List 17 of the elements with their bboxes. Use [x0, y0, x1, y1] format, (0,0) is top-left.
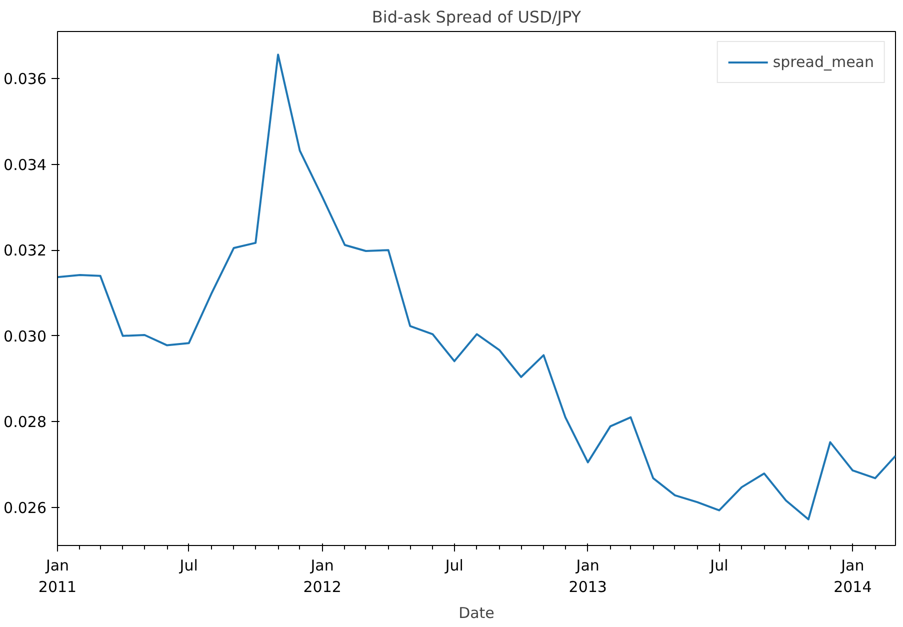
x-tick-label: Jul — [709, 556, 728, 574]
y-tick-label: 0.034 — [4, 156, 47, 174]
y-tick-label: 0.026 — [4, 498, 47, 517]
y-tick-label: 0.030 — [4, 327, 47, 346]
legend-label: spread_mean — [772, 53, 874, 71]
x-tick-label: Jan 2014 — [834, 556, 872, 596]
x-tick-label: Jan 2013 — [568, 556, 607, 596]
chart-title: Bid-ask Spread of USD/JPY — [372, 8, 582, 26]
x-tick-label: Jul — [444, 556, 464, 574]
x-axis-title: Date — [458, 604, 494, 622]
line-series — [58, 54, 896, 520]
y-tick-label: 0.036 — [4, 70, 47, 88]
y-tick-label: 0.028 — [4, 413, 47, 432]
x-tick-label: Jan 2011 — [38, 556, 77, 596]
y-tick-label: 0.032 — [4, 242, 47, 260]
x-tick-label: Jan 2012 — [303, 556, 342, 596]
x-tick-label: Jul — [178, 556, 198, 574]
